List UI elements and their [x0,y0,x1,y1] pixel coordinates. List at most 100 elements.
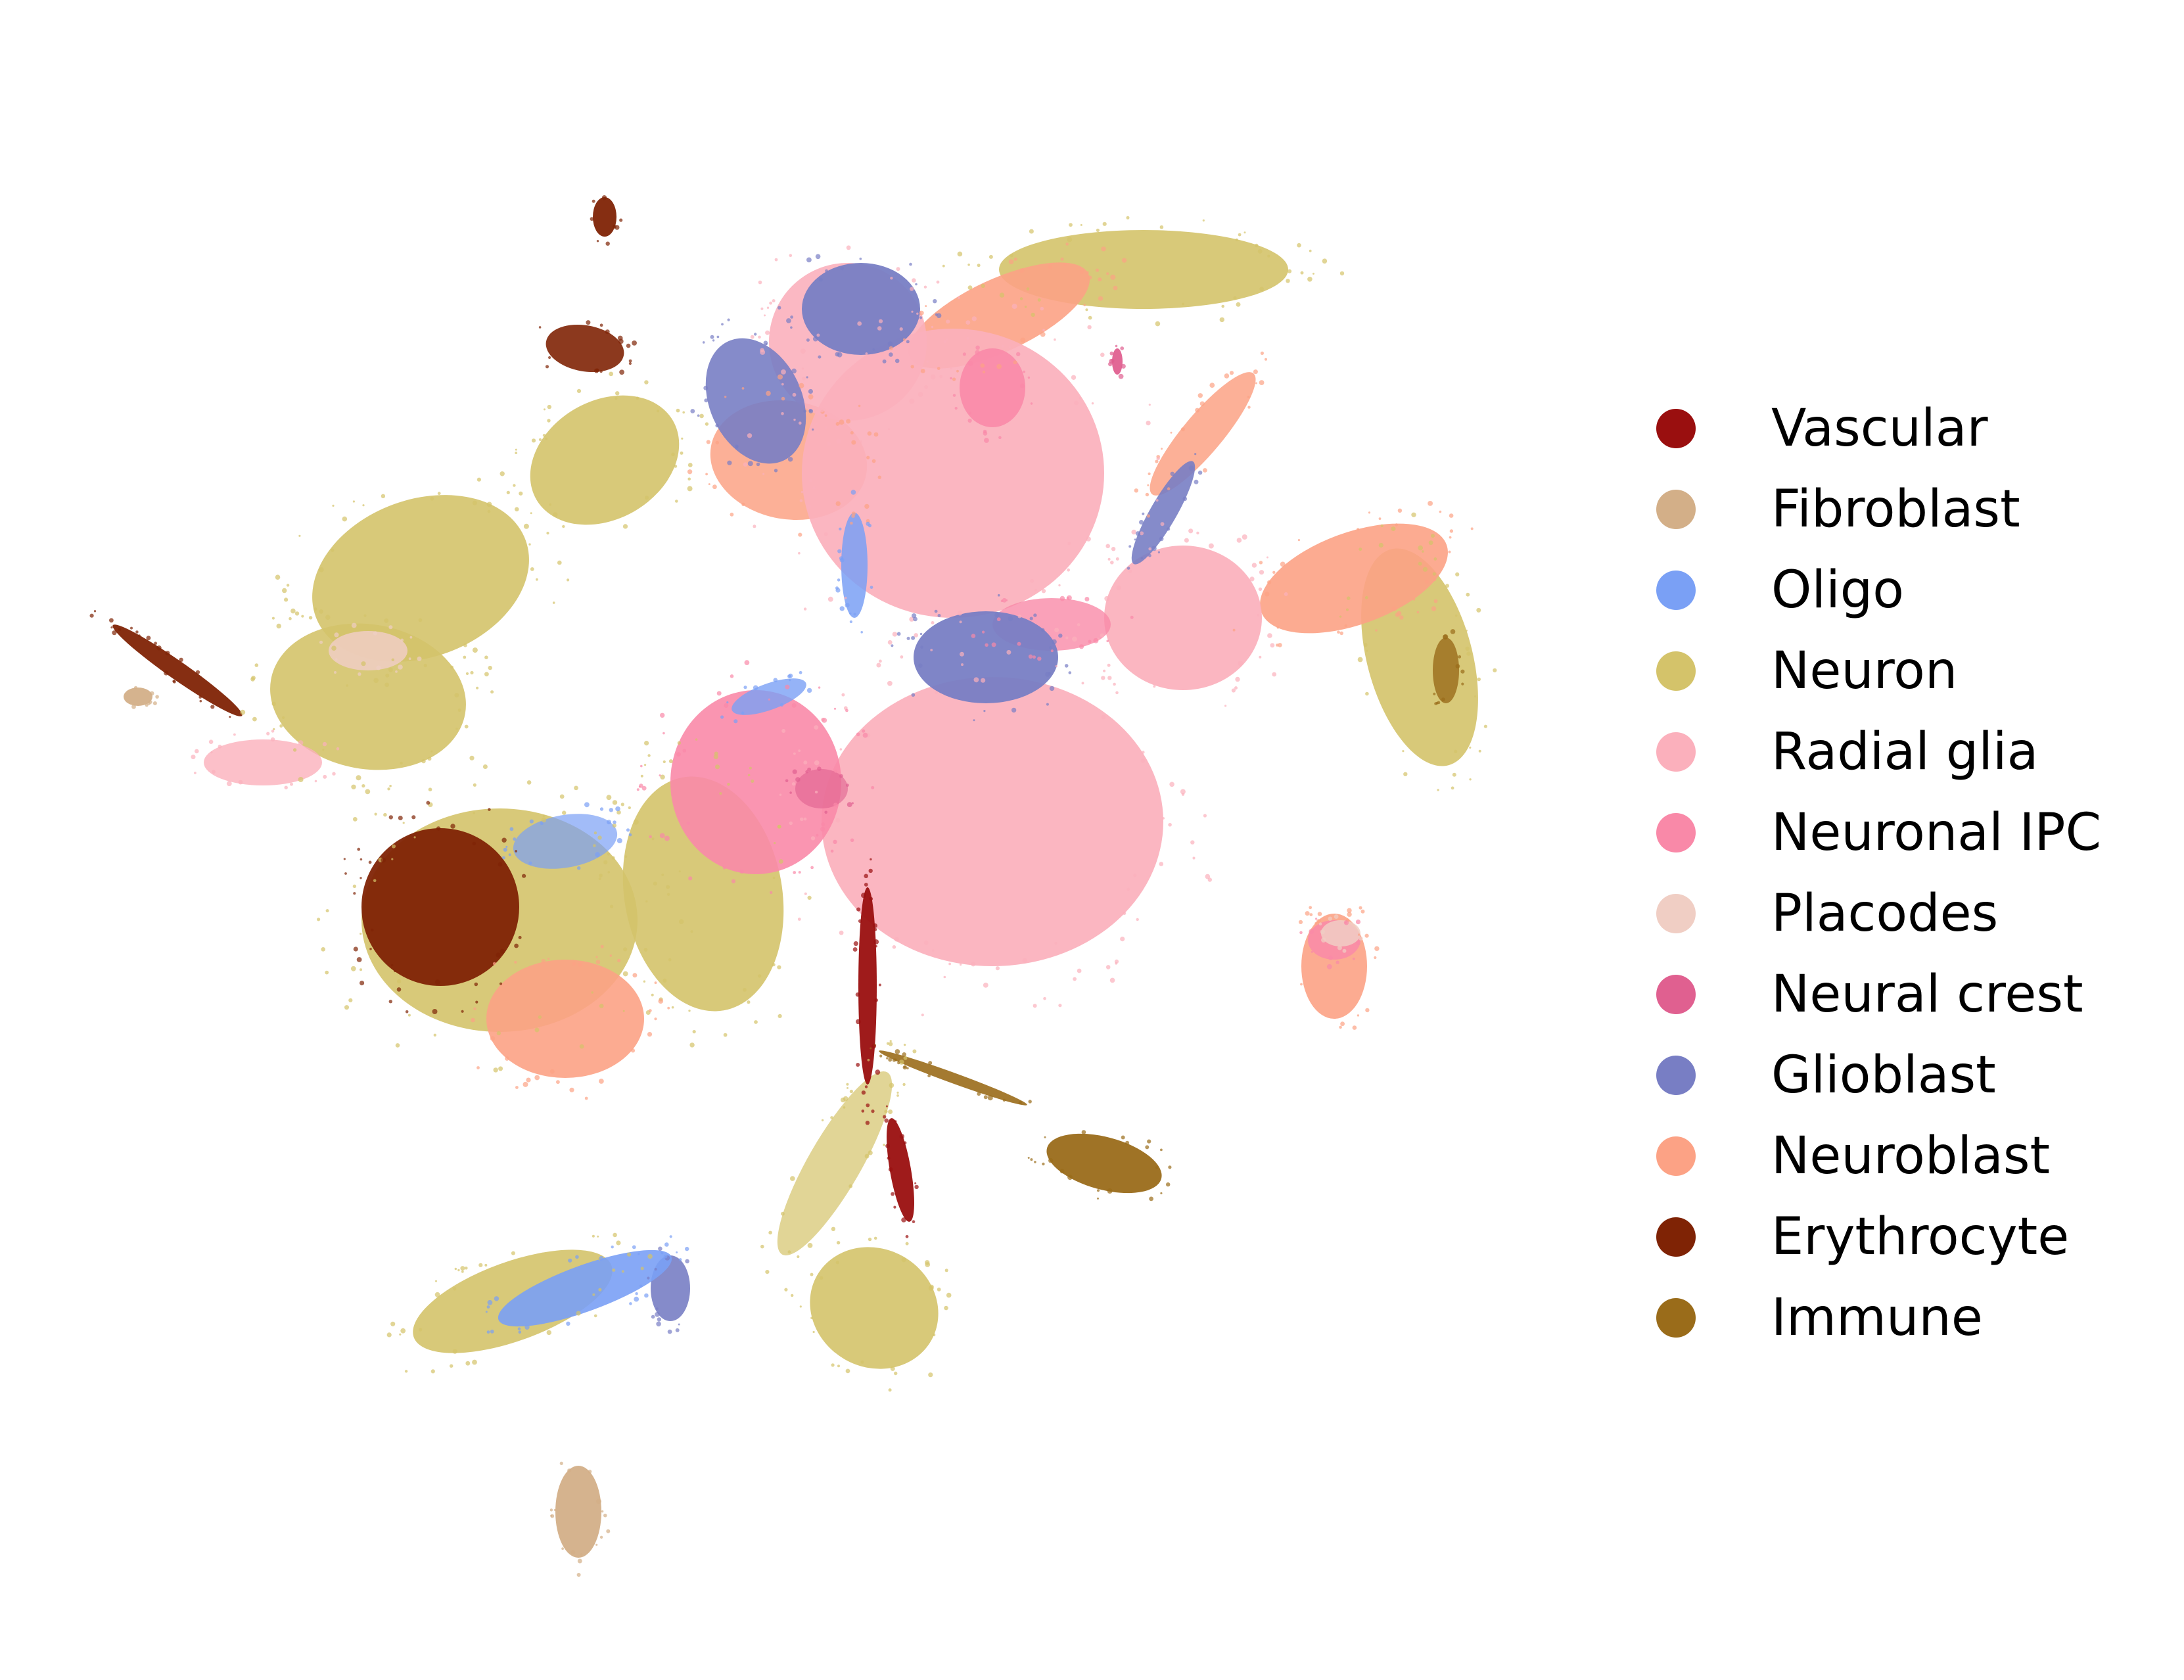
cell-point-glioblast [1049,686,1055,691]
cell-point-neuronal-ipc [1326,964,1332,969]
cell-point-glioblast [911,636,916,640]
cell-point-radial-glia [812,486,816,490]
cell-point-radial-glia [1030,578,1034,583]
cell-point-neuron [1257,249,1263,254]
cell-point-neural-crest [817,766,822,771]
cell-point-radial-glia [926,360,929,363]
cell-point-radial-glia [948,962,951,966]
cell-point-neuroblast [1416,611,1420,614]
cell-point-glioblast [656,1321,661,1327]
cluster-fibroblast [124,688,152,706]
cell-point-neuronal-ipc [1027,376,1031,379]
cell-point-glioblast [1029,617,1033,620]
cell-point-neuroblast [902,338,906,341]
cell-point-immune [1034,1161,1036,1163]
cell-point-neuroblast [578,962,582,968]
cell-point-neuron [530,512,532,515]
cell-point-glioblast [712,339,715,342]
cell-point-neuron [400,761,403,765]
cell-point-neuroblast [1224,373,1230,379]
cell-point-neuron [599,1004,604,1008]
cell-point-neuron [676,408,680,413]
cluster-neuroblast [1260,523,1448,634]
cell-point-erythrocyte [172,680,175,683]
cell-point-radial-glia [824,532,828,536]
cell-point-neural-crest [1109,358,1114,364]
cell-point-radial-glia [1272,672,1277,677]
cell-point-radial-glia [1107,663,1111,667]
cell-point-vascular [891,1192,895,1196]
cell-point-neuroblast [1339,631,1343,636]
cell-point-neuron [831,1226,836,1232]
cell-point-glioblast [704,398,709,403]
cell-point-neuron [478,1263,483,1267]
cell-point-erythrocyte [461,1010,464,1013]
cell-point-neuroblast [741,502,745,506]
cell-point-radial-glia [799,499,803,502]
legend-item-neuroblast: Neuroblast [1643,1115,2169,1196]
cell-point-neuroblast [1253,369,1258,375]
cell-point-vascular [868,868,873,874]
cell-point-neuron [1221,304,1224,308]
cell-point-radial-glia [1111,547,1116,551]
cell-point-radial-glia [921,1014,924,1017]
cell-point-neuron [616,1240,621,1246]
cell-point-neuron [1297,243,1301,248]
cell-point-vascular [888,1167,893,1172]
cell-point-neuroblast [1060,257,1064,261]
cell-point-glioblast [806,338,810,342]
cell-point-erythrocyte [369,947,372,950]
cell-point-vascular [858,919,862,923]
legend-label: Radial glia [1771,722,2039,782]
cell-point-radial-glia [753,525,756,528]
cell-point-radial-glia [1008,346,1011,349]
cell-point-radial-glia [802,377,806,381]
cell-point-oligo [615,806,620,812]
cell-point-neuron [1403,772,1408,777]
cell-point-erythrocyte [538,326,542,329]
cell-point-neuron [397,979,402,984]
cell-point-oligo [577,866,581,870]
cell-point-radial-glia [961,663,964,666]
cell-point-neuroblast [920,369,925,373]
cell-point-neuron [647,754,651,757]
cell-point-erythrocyte [628,362,632,365]
cell-point-placodes [358,672,361,676]
cell-point-radial-glia [800,348,806,354]
cell-point-neuroblast [1180,427,1185,432]
cell-point-erythrocyte [595,368,599,373]
cell-point-neuron [455,728,458,730]
cell-point-erythrocyte [112,630,117,636]
cell-point-neuroblast [1297,539,1300,542]
cell-point-neuroblast [889,346,893,350]
cell-point-glioblast [1170,471,1174,476]
cell-point-neuron [472,1359,477,1365]
legend-item-neuron: Neuron [1643,630,2169,711]
cluster-neuron [270,623,466,770]
cell-point-neuron [472,647,478,653]
cell-point-neuroblast [850,521,853,525]
cell-point-neuronal-ipc [739,869,744,874]
cell-point-neuroblast [1298,920,1303,924]
cell-point-radial-glia [226,781,232,787]
cell-point-neuroblast [835,501,841,506]
cell-point-neuron [1363,643,1368,647]
cluster-radial-glia [1104,546,1262,690]
cell-point-erythrocyte [619,369,624,375]
cell-point-glioblast [1159,536,1164,542]
cell-point-oligo [528,861,532,865]
cell-point-neuroblast [1339,1025,1342,1029]
cell-point-erythrocyte [394,969,396,973]
cell-point-neuron [666,885,670,889]
cell-point-neuroblast [1063,263,1067,266]
cell-point-neuronal-ipc [971,634,976,638]
cell-point-radial-glia [1113,682,1116,686]
cell-point-neuroblast [667,1006,670,1010]
cell-point-neuroblast [824,414,827,417]
cell-point-neuron [1422,550,1424,553]
cell-point-neuron [719,792,722,795]
cell-point-glioblast [690,409,695,413]
cell-point-neuron [687,477,691,481]
cell-point-neuronal-ipc [1084,597,1090,601]
cell-point-erythrocyte [615,225,620,230]
